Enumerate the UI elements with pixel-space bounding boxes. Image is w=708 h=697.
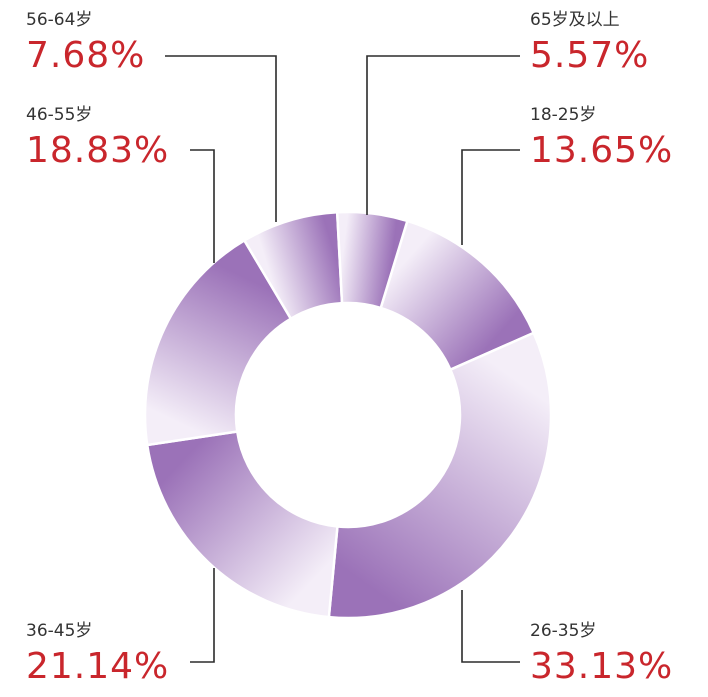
percent-label: 18.83% (26, 130, 169, 171)
leader-line-26-35岁 (461, 590, 520, 663)
category-label: 65岁及以上 (530, 10, 620, 30)
slice-26-35岁 (327, 331, 553, 620)
percent-label: 33.13% (530, 646, 673, 687)
category-label: 36-45岁 (26, 621, 92, 641)
category-label: 46-55岁 (26, 105, 92, 125)
category-label: 26-35岁 (530, 621, 596, 641)
slice-36-45岁 (145, 430, 339, 619)
leader-line-46-55岁 (190, 149, 215, 263)
category-label: 18-25岁 (530, 105, 596, 125)
percent-label: 5.57% (530, 35, 649, 76)
leader-line-18-25岁 (461, 149, 520, 245)
percent-label: 21.14% (26, 646, 169, 687)
percent-label: 7.68% (26, 35, 145, 76)
category-label: 56-64岁 (26, 10, 92, 30)
leader-line-65岁及以上 (366, 55, 520, 215)
leader-line-36-45岁 (190, 568, 215, 663)
leader-line-56-64岁 (165, 55, 277, 222)
slice-46-55岁 (143, 238, 293, 447)
percent-label: 13.65% (530, 130, 673, 171)
slice-65岁及以上 (335, 210, 409, 310)
